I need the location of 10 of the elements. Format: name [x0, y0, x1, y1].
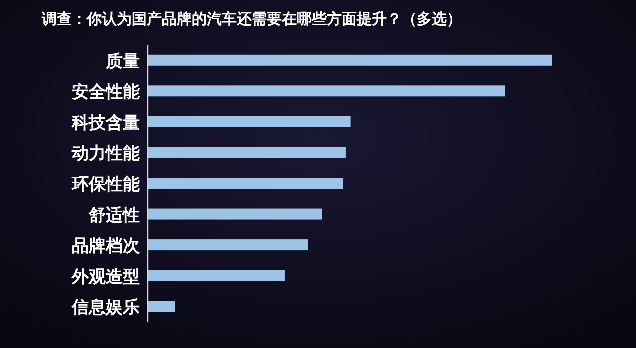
y-tick-label: 信息娱乐: [71, 298, 140, 318]
y-tick-label: 安全性能: [72, 82, 140, 103]
y-tick-label: 外观造型: [71, 267, 140, 288]
y-tick-label: 舒适性: [88, 206, 140, 226]
y-tick-label: 质量: [105, 52, 140, 72]
y-tick-label: 品牌档次: [72, 236, 141, 257]
chart-title: 调查：你认为国产品牌的汽车还需要在哪些方面提升？（多选）: [41, 10, 462, 28]
y-tick-label: 动力性能: [71, 144, 140, 164]
y-tick-label: 科技含量: [71, 113, 140, 134]
y-tick-label: 环保性能: [71, 175, 140, 195]
